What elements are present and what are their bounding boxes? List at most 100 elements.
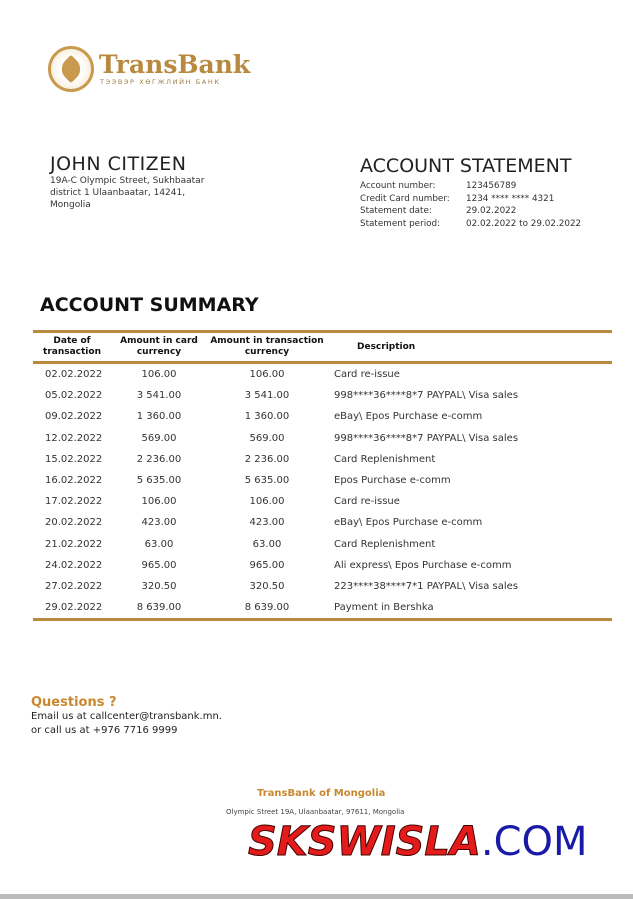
cell-card-amount: 8 639.00	[111, 597, 207, 622]
cell-tx-amount: 1 360.00	[244, 411, 290, 423]
cell-description: Epos Purchase e-comm	[334, 475, 451, 487]
cell-date: 15.02.2022	[45, 453, 103, 465]
cell-date: 16.02.2022	[45, 475, 103, 487]
cell-card-amount: 106.00	[141, 369, 177, 381]
cell-description: eBay\ Epos Purchase e-comm	[334, 517, 483, 529]
address-line: 19A-C Olympic Street, Sukhbaatar	[50, 176, 205, 186]
cell-date: 21.02.2022	[45, 538, 103, 550]
cell-tx-amount: 423.00	[249, 517, 285, 529]
table-row: 24.02.2022 965.00 965.00 Ali express\ Epos …	[33, 555, 612, 576]
logo-emblem-icon	[48, 46, 94, 92]
statement-title: ACCOUNT STATEMENT	[360, 155, 572, 177]
cell-tx-amount: 965.00	[249, 559, 285, 571]
field-label: Account number:	[360, 181, 436, 191]
address-line: district 1 Ulaanbaatar, 14241,	[50, 188, 186, 198]
header-date: Date of transaction	[33, 330, 111, 364]
cell-card-amount: 3 541.00	[136, 390, 182, 402]
summary-title: ACCOUNT SUMMARY	[40, 294, 259, 316]
field-value: 02.02.2022 to 29.02.2022	[466, 218, 582, 229]
cell-date: 12.02.2022	[45, 432, 103, 444]
cell-card-amount: 5 635.00	[136, 475, 182, 487]
logo-name: TransBank	[99, 50, 251, 79]
statement-field: Statement date: 29.02.2022	[360, 205, 581, 218]
email-line: Email us at callcenter@transbank.mn.	[31, 711, 222, 722]
cell-tx-amount: 106.00	[249, 496, 285, 508]
cell-date: 17.02.2022	[45, 496, 103, 508]
field-label: Credit Card number:	[360, 193, 450, 204]
cell-card-amount: 423.00	[141, 517, 177, 529]
cell-description: Payment in Bershka	[327, 597, 612, 622]
table-row: 17.02.2022 106.00 106.00 Card re-issue	[33, 491, 612, 512]
watermark-part2: .COM	[480, 819, 588, 865]
cell-date: 09.02.2022	[45, 411, 103, 423]
field-label: Statement date:	[360, 206, 432, 216]
cell-tx-amount: 3 541.00	[244, 390, 290, 402]
cell-description: Card re-issue	[334, 369, 400, 381]
address-line: Mongolia	[50, 200, 91, 210]
table-row: 29.02.2022 8 639.00 8 639.00 Payment in Ber…	[33, 597, 612, 622]
table-row: 21.02.2022 63.00 63.00 Card Replenishment	[33, 534, 612, 555]
cell-description: Card Replenishment	[334, 453, 436, 465]
header-description: Description	[327, 330, 612, 364]
field-value: 1234 **** **** 4321	[466, 193, 555, 204]
field-value: 123456789	[466, 181, 517, 191]
cell-tx-amount: 63.00	[252, 538, 282, 550]
cell-card-amount: 63.00	[144, 538, 174, 550]
cell-tx-amount: 320.50	[249, 580, 285, 592]
table-row: 27.02.2022 320.50 320.50 223****38****7*1 P…	[33, 576, 612, 597]
cell-card-amount: 1 360.00	[136, 411, 182, 423]
cell-date: 27.02.2022	[45, 580, 103, 592]
watermark-part1: SKSWISLA	[248, 819, 482, 865]
cell-card-amount: 2 236.00	[136, 453, 182, 465]
cell-description: Card Replenishment	[334, 538, 436, 550]
header-tx-amount: Amount in transaction currency	[207, 330, 327, 364]
cell-date: 20.02.2022	[45, 517, 103, 529]
cell-description: 223****38****7*1 PAYPAL\ Visa sales	[334, 580, 519, 592]
cell-date: 29.02.2022	[33, 597, 111, 622]
footer-bank-name: TransBank of Mongolia	[257, 788, 386, 799]
transactions-table: Date of transaction Amount in card curre…	[33, 330, 612, 622]
cell-card-amount: 320.50	[141, 580, 177, 592]
cell-date: 24.02.2022	[45, 559, 103, 571]
statement-field: Credit Card number: 1234 **** **** 4321	[360, 193, 581, 206]
customer-name: JOHN CITIZEN	[50, 153, 187, 175]
phone-line: or call us at +976 7716 9999	[31, 725, 178, 736]
customer-block: JOHN CITIZEN 19A-C Olympic Street, Sukhb…	[50, 153, 204, 211]
cell-tx-amount: 106.00	[249, 369, 285, 381]
logo-subtitle: ТЭЭВЭР ХӨГЖЛИЙН БАНК	[100, 78, 221, 86]
table-row: 09.02.2022 1 360.00 1 360.00 eBay\ Epos Pur…	[33, 406, 612, 427]
cell-description: eBay\ Epos Purchase e-comm	[334, 411, 483, 423]
field-value: 29.02.2022	[466, 206, 517, 216]
bottom-bar	[0, 894, 633, 899]
questions-block: Questions ? Email us at callcenter@trans…	[31, 695, 222, 738]
table-row: 12.02.2022 569.00 569.00 998****36****8*7 P…	[33, 428, 612, 449]
transbank-logo: TransBank ТЭЭВЭР ХӨГЖЛИЙН БАНК	[48, 46, 250, 92]
questions-title: Questions ?	[31, 695, 117, 710]
cell-tx-amount: 8 639.00	[207, 597, 327, 622]
cell-card-amount: 965.00	[141, 559, 177, 571]
field-label: Statement period:	[360, 218, 441, 229]
table-row: 05.02.2022 3 541.00 3 541.00 998****36****8…	[33, 385, 612, 406]
header-card-amount: Amount in card currency	[111, 330, 207, 364]
footer-address: Olympic Street 19A, Ulaanbaatar, 97611, …	[226, 808, 405, 816]
cell-description: Card re-issue	[334, 496, 400, 508]
table-row: 15.02.2022 2 236.00 2 236.00 Card Replenish…	[33, 449, 612, 470]
watermark: SKSWISLA.COM	[248, 819, 588, 865]
table-row: 16.02.2022 5 635.00 5 635.00 Epos Purchase …	[33, 470, 612, 491]
cell-description: 998****36****8*7 PAYPAL\ Visa sales	[334, 432, 519, 444]
table-row: 20.02.2022 423.00 423.00 eBay\ Epos Purchas…	[33, 512, 612, 533]
cell-tx-amount: 2 236.00	[244, 453, 290, 465]
cell-tx-amount: 5 635.00	[244, 475, 290, 487]
table-row: 02.02.2022 106.00 106.00 Card re-issue	[33, 363, 612, 386]
cell-date: 05.02.2022	[45, 390, 103, 402]
cell-description: Ali express\ Epos Purchase e-comm	[334, 559, 512, 571]
cell-card-amount: 106.00	[141, 496, 177, 508]
cell-tx-amount: 569.00	[249, 432, 285, 444]
cell-description: 998****36****8*7 PAYPAL\ Visa sales	[334, 390, 519, 402]
cell-card-amount: 569.00	[141, 432, 177, 444]
statement-field: Account number: 123456789	[360, 180, 581, 193]
cell-date: 02.02.2022	[45, 369, 103, 381]
statement-info: ACCOUNT STATEMENT Account number: 1234567…	[360, 155, 581, 230]
statement-field: Statement period: 02.02.2022 to 29.02.202…	[360, 218, 581, 231]
